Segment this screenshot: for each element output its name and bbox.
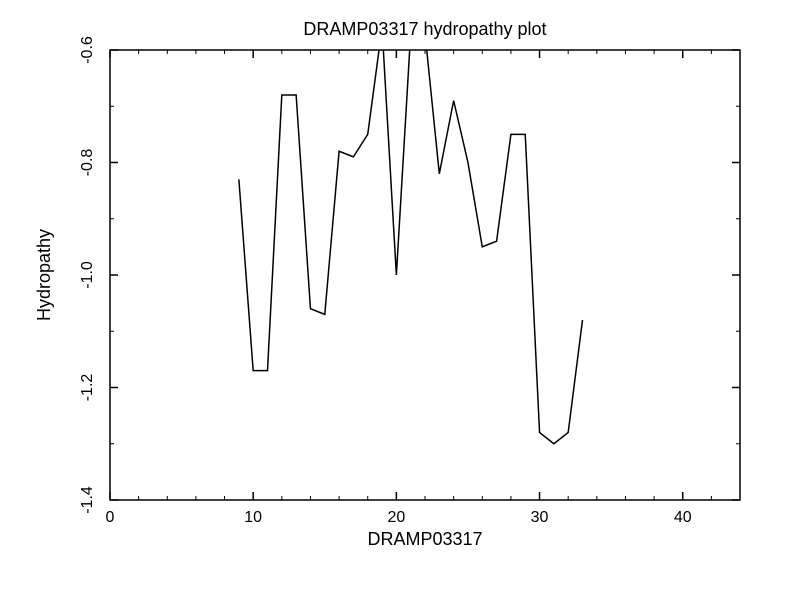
- x-tick-label: 0: [106, 509, 115, 526]
- hydropathy-chart: 0 10 20 30 40 -1.4 -1.2 -1.0 -0.8 -0.6 DRAMP03317 …: [0, 0, 800, 600]
- x-tick-label: 30: [531, 509, 549, 526]
- x-tick-label: 20: [387, 509, 405, 526]
- x-axis-label: DRAMP03317: [367, 529, 482, 549]
- y-tick-label: -1.0: [79, 261, 96, 289]
- x-tick-label: 40: [674, 509, 692, 526]
- y-tick-label: -1.4: [79, 486, 96, 514]
- y-tick-label: -1.2: [79, 374, 96, 402]
- y-axis-label: Hydropathy: [34, 229, 54, 321]
- y-tick-label: -0.8: [79, 149, 96, 177]
- hydropathy-line: [239, 28, 583, 444]
- y-tick-label: -0.6: [79, 36, 96, 64]
- x-tick-label: 10: [244, 509, 262, 526]
- chart-title: DRAMP03317 hydropathy plot: [303, 19, 546, 39]
